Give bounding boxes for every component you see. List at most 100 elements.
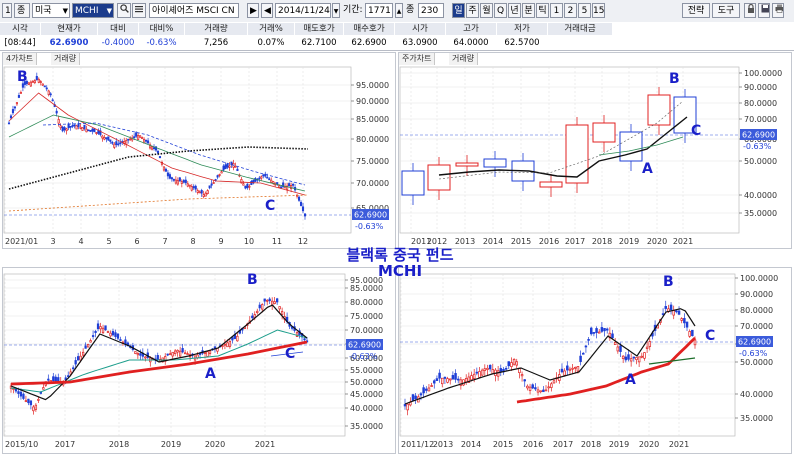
market-select[interactable]: 미국 ▼ (32, 3, 70, 18)
interval-button[interactable]: 틱 (536, 3, 549, 18)
chevron-down-icon: ▼ (62, 7, 68, 15)
y-tick-label: 70.0000 (744, 115, 777, 124)
candle-body (221, 345, 224, 347)
candle-body (41, 83, 44, 86)
price-tag-label: 62.6900 (354, 211, 387, 220)
candle-body (24, 400, 28, 403)
marker-a: A (205, 366, 216, 382)
tab-price-chart[interactable]: 주가차트 (399, 53, 436, 65)
x-tick-label: 2012 (427, 237, 447, 246)
candle-body (182, 180, 185, 183)
calendar-dropdown-icon[interactable]: ▼ (332, 3, 340, 18)
interval-button[interactable]: 년 (508, 3, 521, 18)
interval-button[interactable]: 일 (452, 3, 465, 18)
stock-type-button[interactable]: 종 (14, 3, 30, 18)
prev-icon[interactable]: ◀ (261, 3, 273, 18)
chart-panel-weekly[interactable]: 95.000085.000080.000075.000070.000065.00… (2, 267, 396, 454)
x-tick-label: 7 (162, 237, 167, 246)
candle-body (188, 184, 191, 187)
list-icon[interactable] (132, 3, 146, 18)
candle-body (198, 191, 201, 194)
candle-body (168, 174, 171, 179)
candle-body (276, 298, 279, 303)
ma-line-black (10, 304, 308, 401)
candle-body (270, 179, 273, 183)
count-input[interactable]: 230 (418, 3, 444, 18)
interval-button[interactable]: 분 (522, 3, 535, 18)
candle-body (226, 163, 229, 168)
window-number[interactable]: 1 (2, 3, 12, 18)
candle-body (266, 176, 269, 179)
strategy-button[interactable]: 전략 (682, 3, 710, 18)
overlay-title: 블랙록 중국 펀드 MCHI (290, 247, 510, 279)
candle-body (685, 321, 689, 328)
x-tick-label: 2020 (205, 440, 225, 449)
trend-line (270, 351, 304, 357)
candle-body (467, 376, 471, 383)
candle-body (230, 161, 233, 166)
candle-body (15, 102, 18, 105)
plot-frame (3, 273, 346, 437)
candle-body (95, 132, 98, 134)
interval-button[interactable]: 5 (578, 3, 591, 18)
interval-button[interactable]: 2 (564, 3, 577, 18)
interval-button[interactable]: 1 (550, 3, 563, 18)
candle-body (427, 387, 431, 392)
interval-button[interactable]: 월 (480, 3, 493, 18)
x-tick-label: 2019 (609, 440, 629, 449)
symbol-value: MCHI (75, 6, 99, 16)
candle-body (101, 327, 105, 334)
candle-body (547, 386, 550, 389)
candle-body (568, 368, 572, 371)
tab-volume[interactable]: 거래량 (51, 53, 81, 65)
print-icon[interactable] (772, 3, 784, 18)
x-tick-label: 2013 (433, 440, 453, 449)
period-spinner-icon[interactable]: ▲ (395, 3, 403, 18)
interval-button[interactable]: Q (494, 3, 507, 18)
candle-body (242, 183, 245, 186)
chart-panel-daily[interactable]: 4가차트 거래량 95.0000 90.0000 85.0000 80.0000 75.… (2, 52, 396, 249)
chart-panel-yearly[interactable]: 주가차트 거래량 100.000090.000080.000070.000060… (398, 52, 792, 249)
chart-panel-monthly[interactable]: 100.000090.000080.000070.000060.000050.0… (398, 267, 792, 454)
x-tick-label: 2018 (581, 440, 601, 449)
candle-body (290, 184, 293, 189)
candle-body (440, 377, 444, 385)
candle-body (480, 369, 484, 376)
quote-header: 저가 (497, 23, 547, 35)
y-tick-label: 40.0000 (744, 191, 777, 200)
date-input[interactable]: 2014/11/24 (275, 3, 331, 18)
price-tag-label: 62.6900 (742, 131, 775, 140)
candle-body (635, 357, 638, 360)
symbol-input[interactable]: MCHI ▼ (72, 3, 114, 18)
candle-body (470, 375, 473, 381)
candle-body (446, 378, 449, 383)
tab-volume[interactable]: 거래량 (449, 53, 479, 65)
y-tick-label: 50.0000 (350, 378, 383, 387)
interval-button[interactable]: 주 (466, 3, 479, 18)
candle-body (156, 150, 160, 154)
tab-price-chart[interactable]: 4가차트 (3, 53, 38, 65)
candle-body (455, 162, 479, 167)
marker-b: B (669, 71, 680, 87)
tools-button[interactable]: 도구 (712, 3, 740, 18)
interval-button[interactable]: 15 (592, 3, 605, 18)
x-tick-label: 2017 (553, 440, 573, 449)
candle-body (37, 78, 40, 83)
candle-body (688, 331, 691, 337)
candle-body (57, 119, 60, 124)
play-icon[interactable]: ▶ (247, 3, 259, 18)
quote-value: -0.4000 (101, 38, 135, 48)
candle-body (258, 304, 261, 309)
lock-icon[interactable] (744, 3, 756, 18)
period-input[interactable]: 1771 (365, 3, 393, 18)
candle-body (563, 370, 566, 376)
search-icon[interactable] (117, 3, 131, 18)
quote-header: 거래% (248, 23, 294, 35)
candle-body (89, 340, 92, 343)
candle-body (111, 141, 114, 144)
save-icon[interactable] (758, 3, 770, 18)
candle-body (254, 178, 257, 182)
quote-header: 고가 (446, 23, 496, 35)
candle-body (115, 141, 118, 146)
candle-body (84, 345, 87, 349)
